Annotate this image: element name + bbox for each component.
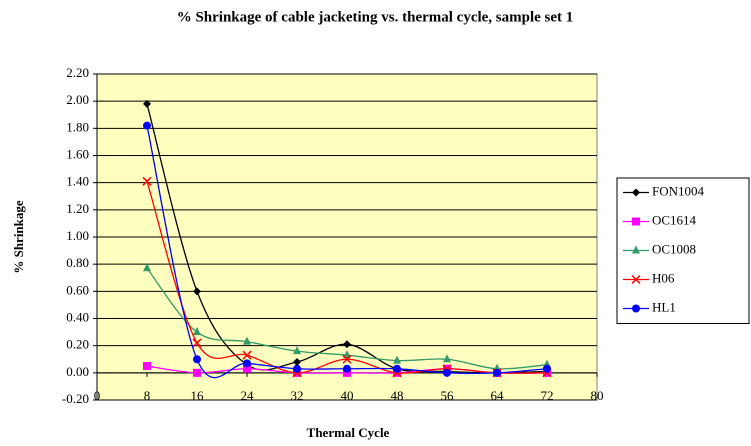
x-axis-title: Thermal Cycle: [307, 425, 390, 440]
marker: [632, 245, 640, 254]
y-tick-label: 2.00: [66, 92, 89, 107]
marker: [632, 188, 640, 197]
y-tick-label: 1.80: [66, 119, 89, 134]
y-tick-label: 0.60: [66, 282, 89, 297]
marker: [443, 354, 451, 363]
y-tick-label: 2.20: [66, 65, 89, 80]
chart-title: % Shrinkage of cable jacketing vs. therm…: [177, 9, 574, 25]
marker: [242, 350, 252, 360]
marker: [343, 340, 351, 349]
marker: [143, 99, 151, 108]
marker: [632, 304, 640, 313]
y-tick-label: 1.40: [66, 174, 89, 189]
x-tick-label: 64: [491, 388, 505, 403]
marker: [243, 336, 251, 345]
x-tick-label: 48: [391, 388, 404, 403]
marker: [293, 357, 301, 366]
series-line: [146, 181, 548, 374]
x-tick-label: 72: [541, 388, 554, 403]
marker: [493, 368, 501, 377]
marker: [393, 355, 401, 364]
marker: [293, 346, 301, 355]
marker: [243, 359, 251, 368]
y-tick-label: 0.40: [66, 309, 89, 324]
series-line: [146, 125, 548, 379]
marker: [193, 327, 201, 336]
legend-label: OC1614: [652, 212, 697, 227]
marker: [142, 176, 152, 186]
y-axis-title: % Shrinkage: [11, 200, 26, 274]
marker: [243, 364, 251, 373]
marker: [543, 364, 551, 373]
x-tick-label: 56: [441, 388, 455, 403]
y-tick-label: 0.20: [66, 337, 89, 352]
marker: [193, 355, 201, 364]
marker: [343, 350, 351, 359]
y-tick-label: 0.80: [66, 255, 89, 270]
marker: [143, 263, 151, 272]
legend-label: OC1008: [652, 241, 696, 256]
y-tick-label: 1.60: [66, 146, 89, 161]
x-tick-label: 8: [144, 388, 151, 403]
marker: [443, 368, 451, 377]
marker: [393, 364, 401, 373]
x-tick-label: 80: [591, 388, 604, 403]
y-tick-label: 0.00: [66, 364, 89, 379]
marker: [193, 368, 201, 377]
marker: [193, 287, 201, 296]
x-tick-label: 16: [191, 388, 205, 403]
marker: [632, 217, 640, 226]
marker: [343, 368, 351, 377]
legend-label: HL1: [652, 299, 676, 314]
y-tick-label: -0.20: [62, 391, 89, 406]
x-tick-label: 40: [341, 388, 354, 403]
marker: [343, 364, 351, 373]
x-tick-label: 32: [291, 388, 304, 403]
series-line: [146, 103, 548, 374]
marker: [293, 364, 301, 373]
marker: [143, 362, 151, 371]
marker: [143, 121, 151, 130]
marker: [192, 338, 202, 348]
y-tick-label: 1.20: [66, 201, 89, 216]
legend-label: H06: [652, 270, 675, 285]
x-tick-label: 24: [241, 388, 255, 403]
y-tick-label: 1.00: [66, 228, 89, 243]
marker: [631, 274, 641, 285]
x-tick-label: 0: [94, 388, 101, 403]
marker: [342, 354, 352, 364]
legend-label: FON1004: [652, 183, 705, 198]
